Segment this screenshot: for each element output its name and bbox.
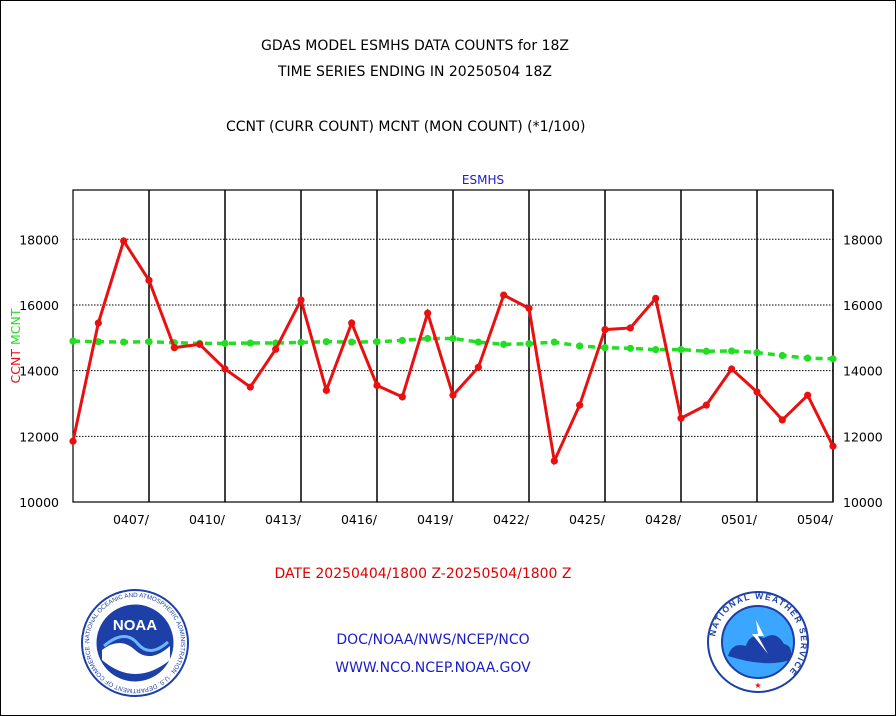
- y-tick-label-right: 18000: [843, 232, 883, 247]
- data-point-ccnt: [297, 296, 305, 304]
- data-point-mcnt: [829, 355, 837, 363]
- x-tick-label: 0425/: [569, 512, 606, 527]
- svg-text:NOAA: NOAA: [113, 617, 157, 634]
- nws-logo: NATIONAL WEATHER SERVICE ★: [707, 591, 809, 693]
- data-point-mcnt: [398, 336, 406, 345]
- data-point-mcnt: [94, 338, 102, 346]
- data-point-ccnt: [424, 309, 432, 317]
- data-point-ccnt: [272, 345, 280, 353]
- data-point-ccnt: [145, 276, 153, 284]
- y-axis-label-mcnt: MCNT: [8, 308, 23, 345]
- svg-text:★: ★: [754, 681, 761, 690]
- data-point-mcnt: [702, 347, 710, 355]
- data-point-ccnt: [728, 365, 736, 373]
- data-point-mcnt: [677, 346, 685, 354]
- data-point-ccnt: [778, 416, 786, 424]
- y-tick-label-right: 10000: [843, 495, 883, 510]
- data-point-ccnt: [196, 340, 204, 348]
- data-point-ccnt: [170, 344, 178, 352]
- org-link-website[interactable]: WWW.NCO.NCEP.NOAA.GOV: [335, 660, 531, 676]
- data-point-ccnt: [550, 457, 558, 465]
- data-point-mcnt: [449, 334, 457, 343]
- y-axis-label: CCNT MCNT: [8, 308, 23, 383]
- data-point-ccnt: [652, 294, 660, 302]
- data-point-mcnt: [297, 338, 305, 346]
- x-tick-label: 0416/: [341, 512, 378, 527]
- data-point-mcnt: [728, 347, 736, 355]
- data-point-ccnt: [829, 442, 837, 450]
- y-tick-label-right: 14000: [843, 364, 883, 379]
- data-point-mcnt: [474, 338, 482, 346]
- data-point-mcnt: [626, 344, 634, 352]
- data-point-ccnt: [221, 365, 229, 373]
- data-point-ccnt: [373, 381, 381, 390]
- y-tick-label-left: 18000: [19, 232, 59, 247]
- y-tick-label-right: 12000: [843, 429, 883, 444]
- data-point-mcnt: [525, 340, 533, 348]
- data-point-ccnt: [398, 393, 406, 401]
- data-point-ccnt: [120, 237, 128, 245]
- y-axis-label-ccnt: CCNT: [8, 345, 23, 383]
- data-point-ccnt: [753, 388, 761, 396]
- x-tick-label: 0504/: [797, 512, 834, 527]
- data-point-mcnt: [145, 338, 153, 346]
- x-tick-label: 0407/: [113, 512, 150, 527]
- data-point-ccnt: [322, 386, 330, 394]
- data-point-ccnt: [601, 325, 609, 334]
- data-point-mcnt: [424, 334, 432, 343]
- x-tick-label: 0422/: [493, 512, 530, 527]
- data-point-ccnt: [246, 383, 254, 391]
- panel-title: ESMHS: [462, 173, 504, 187]
- data-point-ccnt: [94, 319, 102, 327]
- data-point-ccnt: [474, 363, 482, 371]
- data-point-mcnt: [753, 348, 761, 357]
- data-point-ccnt: [69, 437, 77, 445]
- org-link-doc[interactable]: DOC/NOAA/NWS/NCEP/NCO: [336, 632, 530, 648]
- x-tick-label: 0501/: [721, 512, 758, 527]
- data-point-mcnt: [373, 338, 381, 346]
- x-tick-label: 0419/: [417, 512, 454, 527]
- data-point-mcnt: [576, 342, 584, 350]
- noaa-logo: NOAA NATIONAL OCEANIC AND ATMOSPHERIC AD…: [81, 589, 189, 697]
- y-tick-label-left: 14000: [19, 364, 59, 379]
- data-point-mcnt: [348, 338, 356, 346]
- y-tick-label-left: 10000: [19, 495, 59, 510]
- y-tick-label-left: 12000: [19, 429, 59, 444]
- data-point-mcnt: [500, 340, 508, 348]
- data-point-ccnt: [702, 401, 710, 409]
- data-point-ccnt: [626, 324, 634, 332]
- data-point-ccnt: [525, 304, 533, 312]
- data-point-mcnt: [804, 354, 812, 362]
- data-point-mcnt: [322, 338, 330, 346]
- data-point-ccnt: [576, 401, 584, 409]
- chart-title-line1: GDAS MODEL ESMHS DATA COUNTS for 18Z: [261, 38, 569, 54]
- data-point-ccnt: [449, 391, 457, 399]
- data-point-mcnt: [246, 339, 254, 347]
- data-point-ccnt: [677, 414, 685, 422]
- data-point-mcnt: [652, 346, 660, 354]
- data-point-mcnt: [120, 338, 128, 346]
- data-point-mcnt: [69, 337, 77, 345]
- date-range-label: DATE 20250404/1800 Z-20250504/1800 Z: [274, 566, 572, 582]
- data-point-ccnt: [348, 319, 356, 327]
- data-point-mcnt: [221, 339, 229, 347]
- y-tick-label-left: 16000: [19, 298, 59, 313]
- legend-text: CCNT (CURR COUNT) MCNT (MON COUNT) (*1/1…: [226, 119, 586, 135]
- x-tick-label: 0413/: [265, 512, 302, 527]
- y-tick-label-right: 16000: [843, 298, 883, 313]
- data-point-mcnt: [550, 338, 558, 346]
- x-tick-label: 0410/: [189, 512, 226, 527]
- x-tick-label: 0428/: [645, 512, 682, 527]
- data-point-ccnt: [500, 291, 508, 299]
- chart-title-line2: TIME SERIES ENDING IN 20250504 18Z: [278, 64, 552, 80]
- data-point-mcnt: [778, 351, 786, 360]
- data-point-ccnt: [804, 391, 812, 399]
- data-point-mcnt: [601, 344, 609, 352]
